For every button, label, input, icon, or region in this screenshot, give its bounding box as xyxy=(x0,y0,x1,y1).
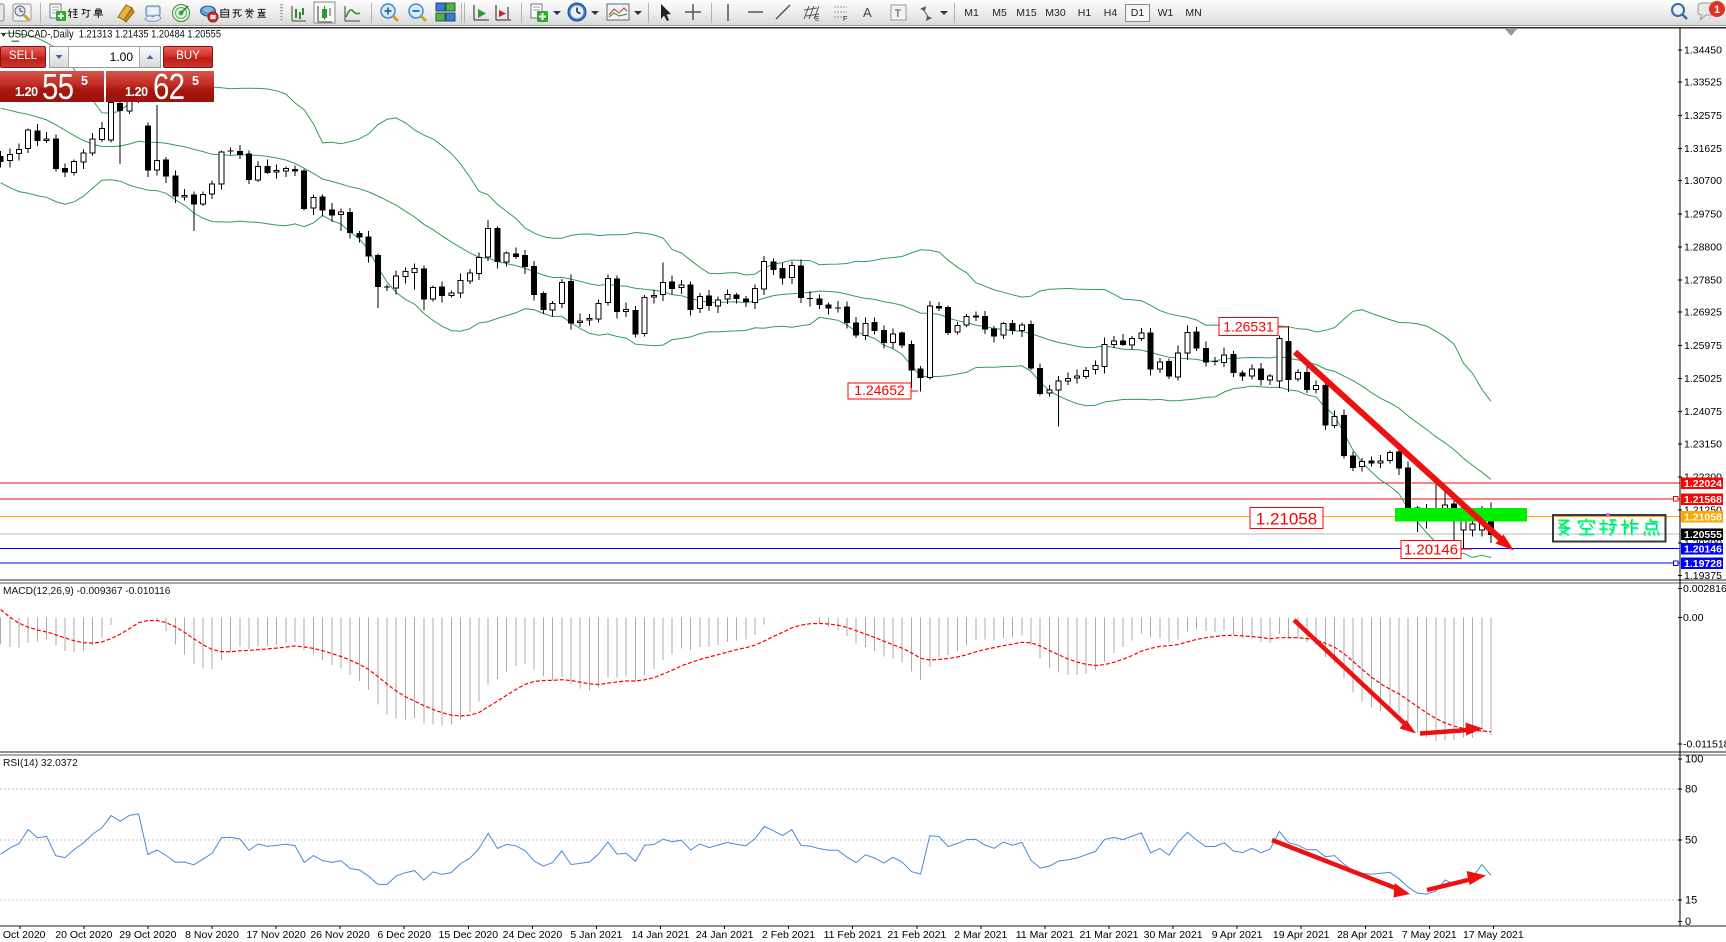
svg-text:1.29750: 1.29750 xyxy=(1684,208,1722,220)
svg-text:F: F xyxy=(843,16,847,23)
svg-text:1.21058: 1.21058 xyxy=(1684,512,1722,524)
svg-text:1.20146: 1.20146 xyxy=(1684,544,1722,556)
svg-text:1.21058: 1.21058 xyxy=(1256,510,1317,529)
svg-text:MACD(12,26,9) -0.009367 -0.010: MACD(12,26,9) -0.009367 -0.010116 xyxy=(3,586,171,597)
svg-text:1.25975: 1.25975 xyxy=(1684,340,1722,352)
svg-text:1.33525: 1.33525 xyxy=(1684,77,1722,89)
svg-text:21 Mar 2021: 21 Mar 2021 xyxy=(1080,929,1139,941)
svg-text:2 Feb 2021: 2 Feb 2021 xyxy=(762,929,815,941)
svg-text:1.26925: 1.26925 xyxy=(1684,307,1722,319)
svg-text:17 May 2021: 17 May 2021 xyxy=(1463,929,1524,941)
svg-text:30 Mar 2021: 30 Mar 2021 xyxy=(1144,929,1203,941)
svg-text:0.00: 0.00 xyxy=(1683,612,1704,624)
svg-text:1.28800: 1.28800 xyxy=(1684,241,1722,253)
svg-text:24 Dec 2020: 24 Dec 2020 xyxy=(503,929,563,941)
svg-text:USDCAD-,Daily 1.21313 1.21435: USDCAD-,Daily 1.21313 1.21435 1.20484 1.… xyxy=(8,29,221,41)
svg-text:A: A xyxy=(863,5,872,20)
svg-text:50: 50 xyxy=(1685,835,1697,847)
svg-text:6 Dec 2020: 6 Dec 2020 xyxy=(377,929,431,941)
svg-text:20 Oct 2020: 20 Oct 2020 xyxy=(55,929,112,941)
svg-text:1.31625: 1.31625 xyxy=(1684,143,1722,155)
svg-text:11 Feb 2021: 11 Feb 2021 xyxy=(824,929,882,941)
svg-text:100: 100 xyxy=(1685,754,1703,766)
svg-text:-0.011518: -0.011518 xyxy=(1683,739,1726,751)
svg-text:E: E xyxy=(815,16,820,23)
svg-text:26 Nov 2020: 26 Nov 2020 xyxy=(310,929,370,941)
svg-text:1.25025: 1.25025 xyxy=(1684,373,1722,385)
svg-text:8 Nov 2020: 8 Nov 2020 xyxy=(185,929,239,941)
svg-text:1.24652: 1.24652 xyxy=(854,382,905,398)
svg-text:1.27850: 1.27850 xyxy=(1684,275,1722,287)
svg-text:1.19375: 1.19375 xyxy=(1684,570,1722,582)
svg-text:1.20146: 1.20146 xyxy=(1404,542,1458,559)
svg-text:11 Mar 2021: 11 Mar 2021 xyxy=(1016,929,1074,941)
svg-text:1.19728: 1.19728 xyxy=(1684,558,1722,570)
svg-text:24 Jan 2021: 24 Jan 2021 xyxy=(696,929,754,941)
svg-text:17 Nov 2020: 17 Nov 2020 xyxy=(246,929,306,941)
svg-text:80: 80 xyxy=(1685,784,1697,796)
svg-text:15: 15 xyxy=(1685,894,1697,906)
svg-text:1.22024: 1.22024 xyxy=(1684,478,1722,490)
svg-text:5 Jan 2021: 5 Jan 2021 xyxy=(570,929,622,941)
svg-text:1.20555: 1.20555 xyxy=(1684,529,1722,541)
svg-text:29 Oct 2020: 29 Oct 2020 xyxy=(119,929,176,941)
svg-text:1.24075: 1.24075 xyxy=(1684,406,1722,418)
svg-text:2 Mar 2021: 2 Mar 2021 xyxy=(954,929,1007,941)
svg-text:1.23150: 1.23150 xyxy=(1684,438,1722,450)
svg-text:21 Feb 2021: 21 Feb 2021 xyxy=(887,929,946,941)
svg-text:T: T xyxy=(895,8,902,20)
svg-text:1.30700: 1.30700 xyxy=(1684,175,1722,187)
svg-text:1.32575: 1.32575 xyxy=(1684,110,1722,122)
svg-text:7 May 2021: 7 May 2021 xyxy=(1402,929,1457,941)
svg-text:1.21568: 1.21568 xyxy=(1684,494,1722,506)
svg-text:1.34450: 1.34450 xyxy=(1684,45,1722,57)
svg-text:14 Jan 2021: 14 Jan 2021 xyxy=(632,929,690,941)
svg-text:1: 1 xyxy=(1714,4,1720,16)
svg-text:0.002816: 0.002816 xyxy=(1683,583,1726,595)
svg-text:9 Apr 2021: 9 Apr 2021 xyxy=(1212,929,1263,941)
svg-text:28 Apr 2021: 28 Apr 2021 xyxy=(1337,929,1394,941)
svg-text:RSI(14) 32.0372: RSI(14) 32.0372 xyxy=(3,758,78,769)
svg-text:0: 0 xyxy=(1685,916,1691,928)
svg-text:19 Apr 2021: 19 Apr 2021 xyxy=(1273,929,1330,941)
svg-text:1.26531: 1.26531 xyxy=(1223,319,1274,335)
svg-text:9 Oct 2020: 9 Oct 2020 xyxy=(0,929,46,941)
svg-text:15 Dec 2020: 15 Dec 2020 xyxy=(439,929,499,941)
